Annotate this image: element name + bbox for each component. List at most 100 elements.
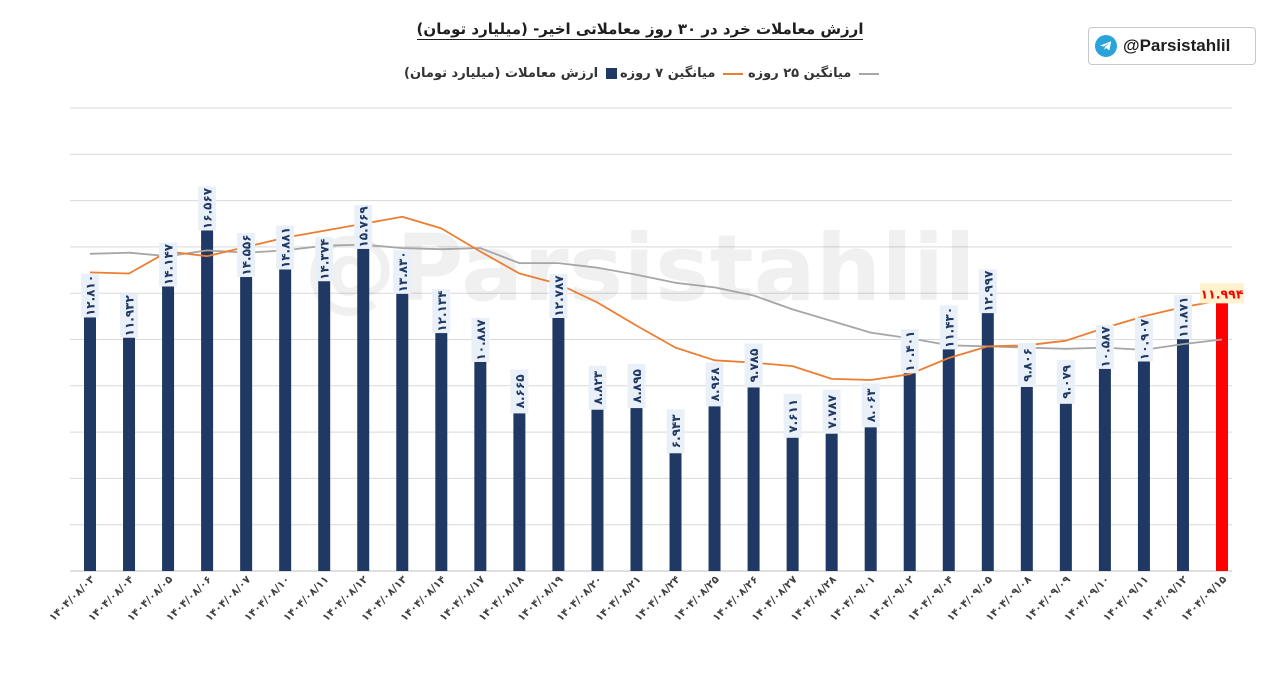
- data-label-text: ۱۴.۸۸۱: [279, 227, 293, 268]
- gridlines: [70, 107, 1232, 572]
- legend-item-ma7: میانگین ۷ روزه: [620, 66, 744, 81]
- data-label-bg: [978, 269, 997, 314]
- bar: [747, 344, 760, 571]
- data-label-text: ۷.۷۸۷: [825, 394, 839, 429]
- bar: [786, 394, 799, 571]
- data-label: ۹.۰۷۹: [1056, 359, 1075, 404]
- data-label-text: ۱۳.۸۳۰: [396, 251, 410, 292]
- bar: [435, 290, 448, 571]
- bar: [552, 274, 565, 571]
- data-label-text: ۱۱.۸۷۱: [1176, 297, 1190, 338]
- data-label-text: ۸.۹۶۸: [708, 367, 722, 402]
- data-label-bg: [432, 289, 451, 334]
- bar: [318, 238, 331, 572]
- data-label-bg: [510, 369, 529, 414]
- data-label: ۶.۹۴۳: [666, 409, 685, 454]
- data-label-text: ۱۲.۹۹۷: [981, 270, 995, 312]
- bar: [84, 274, 96, 571]
- data-label: ۱۱.۴۳۰: [939, 305, 958, 350]
- data-label-bg: [588, 365, 607, 410]
- data-label-bg: [549, 273, 568, 318]
- bar: [279, 226, 292, 571]
- bar: [1059, 360, 1072, 571]
- data-label-highlight-text: ۱۱.۹۹۴: [1201, 286, 1244, 301]
- bar: [123, 294, 136, 571]
- bars: [84, 187, 1228, 572]
- data-label: ۱۴.۵۵۶: [237, 233, 256, 278]
- chart-legend: ارزش معاملات (میلیارد تومان) میانگین ۷ ر…: [0, 66, 1280, 86]
- data-label-text: ۱۴.۵۵۶: [240, 234, 254, 275]
- data-label-text: ۱۰.۹۰۷: [1137, 318, 1151, 360]
- data-label-text: ۱۶.۵۶۷: [201, 187, 215, 229]
- legend-swatch-ma25: [859, 72, 880, 75]
- data-label: ۱۴.۱۴۷: [159, 242, 178, 287]
- data-label-bg: [861, 383, 880, 428]
- data-label-bg: [393, 249, 412, 294]
- data-label-text: ۸.۸۹۵: [630, 369, 644, 403]
- data-label: ۱۵.۷۶۹: [354, 204, 373, 249]
- bar: [240, 234, 253, 571]
- data-label: ۱۰.۸۸۷: [471, 317, 490, 362]
- data-label-text: ۱۰.۸۸۷: [474, 319, 488, 361]
- data-label-text: ۷.۶۱۱: [786, 399, 800, 433]
- legend-label-value: ارزش معاملات (میلیارد تومان): [404, 66, 599, 81]
- data-label-bg: [1173, 295, 1192, 340]
- data-label-text: ۱۰.۵۸۷: [1098, 326, 1112, 368]
- telegram-icon-glyph: [1095, 35, 1117, 57]
- data-label: ۱۴.۳۷۴: [315, 237, 334, 282]
- data-label: ۸.۸۲۳: [588, 365, 607, 410]
- data-label-highlight-bg: [1200, 283, 1244, 304]
- bar: [201, 187, 214, 572]
- bar: [903, 330, 916, 571]
- data-label-text: ۹.۰۷۹: [1059, 364, 1073, 399]
- data-label-text: ۱۲.۱۳۴: [435, 291, 449, 332]
- data-label: ۱۰.۵۸۷: [1095, 324, 1114, 369]
- data-label: ۱۲.۸۱۰: [81, 273, 99, 318]
- watermark: @Parsistahlil: [304, 215, 976, 322]
- x-tick-labels: ۱۴۰۴/۰۸/۰۳۱۴۰۴/۰۸/۰۴۱۴۰۴/۰۸/۰۵۱۴۰۴/۰۸/۰۶…: [47, 573, 1230, 624]
- bar: [825, 390, 838, 571]
- bar: [162, 243, 175, 571]
- bar: [591, 366, 604, 571]
- data-label-bg: [237, 233, 256, 278]
- legend-swatch-bar: [606, 68, 618, 79]
- data-label: ۱۰.۴۰۱: [900, 329, 919, 374]
- data-label-text: ۶.۹۴۳: [669, 414, 683, 449]
- data-label: ۱۲.۹۹۷: [978, 269, 997, 314]
- data-label-bg: [1095, 324, 1114, 369]
- data-label: ۹.۸۰۶: [1017, 342, 1036, 387]
- data-label-text: ۹.۷۸۵: [747, 349, 761, 383]
- data-label: ۸.۰۶۳: [861, 383, 880, 428]
- data-label-highlight: ۱۱.۹۹۴: [1200, 283, 1244, 304]
- data-label-bg: [315, 237, 334, 282]
- bar: [357, 205, 370, 572]
- data-label: ۱۴.۸۸۱: [276, 225, 295, 270]
- data-label-bg: [627, 364, 646, 409]
- bar: [1176, 296, 1189, 571]
- data-label-bg: [198, 186, 217, 231]
- bar: [630, 365, 643, 571]
- data-label: ۸.۹۶۸: [705, 362, 724, 407]
- legend-item-value: ارزش معاملات (میلیارد تومان): [404, 66, 618, 81]
- data-label: ۱۳.۸۳۰: [393, 249, 412, 294]
- data-label: ۱۲.۷۸۷: [549, 273, 568, 318]
- data-label-bg: [1134, 317, 1153, 362]
- data-label-text: ۱۱.۴۳۰: [942, 307, 956, 348]
- telegram-handle-text: @Parsistahlil: [1123, 36, 1231, 55]
- data-label: ۱۲.۱۳۴: [432, 289, 451, 334]
- data-label-text: ۸.۸۲۳: [591, 370, 605, 405]
- telegram-handle-badge[interactable]: @Parsistahlil: [1088, 27, 1256, 65]
- bar: [981, 270, 994, 571]
- bar: [942, 306, 955, 571]
- data-label-bg: [276, 225, 295, 270]
- data-label: ۱۱.۹۳۲: [120, 293, 139, 338]
- data-label-bg: [471, 317, 490, 362]
- data-labels: ۱۲.۸۱۰ ۱۱.۹۳۲ ۱۴.۱۴۷ ۱۶.۵۶۷ ۱۴.۵۵۶ ۱۴.۸۸۱ ۱۴.۳…: [81, 186, 1244, 454]
- data-label-bg: [1017, 342, 1036, 387]
- bar: [1216, 293, 1228, 571]
- data-label: ۹.۷۸۵: [744, 343, 763, 388]
- data-label-text: ۸.۶۶۵: [513, 374, 527, 408]
- legend-swatch-ma7: [723, 72, 744, 75]
- telegram-icon: [1095, 35, 1117, 57]
- data-label-bg: [1056, 359, 1075, 404]
